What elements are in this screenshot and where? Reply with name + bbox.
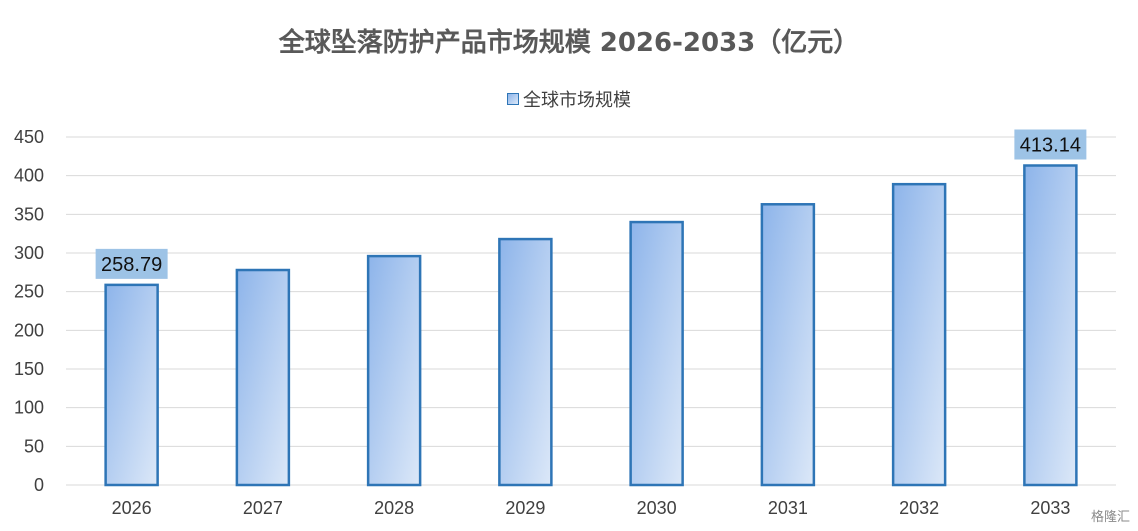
bar [629, 220, 684, 487]
bar [760, 203, 816, 487]
y-tick-label: 400 [14, 166, 44, 186]
x-tick-label: 2029 [505, 498, 545, 518]
data-labels: 258.79 413.14 [95, 129, 1087, 279]
data-label-box [95, 248, 168, 279]
chart-title: 全球坠落防护产品市场规模 2026-2033（亿元） [278, 28, 860, 58]
y-axis-ticks: 0 50 100 150 200 250 300 350 400 450 [14, 127, 44, 495]
y-tick-label: 350 [14, 204, 44, 224]
y-tick-label: 100 [14, 398, 44, 418]
legend-swatch [507, 93, 519, 105]
x-tick-label: 2028 [374, 498, 414, 518]
y-tick-label: 300 [14, 243, 44, 263]
gridlines [66, 136, 1116, 486]
bar [104, 283, 159, 487]
legend: 全球市场规模 [0, 86, 1138, 112]
x-tick-label: 2030 [637, 498, 677, 518]
x-tick-label: 2031 [768, 498, 808, 518]
watermark-logo: 格隆汇 [1090, 510, 1130, 525]
data-label: 258.79 [101, 254, 162, 276]
legend-label: 全球市场规模 [523, 90, 631, 111]
y-tick-label: 150 [14, 359, 44, 379]
data-label: 413.14 [1020, 135, 1081, 157]
x-axis-ticks: 2026 2027 2028 2029 2030 2031 2032 2033 [112, 498, 1071, 518]
y-tick-label: 200 [14, 320, 44, 340]
y-tick-label: 50 [24, 436, 44, 456]
bar [235, 268, 291, 487]
bars [104, 164, 1078, 487]
x-tick-label: 2027 [243, 498, 283, 518]
y-tick-label: 250 [14, 282, 44, 302]
x-tick-label: 2026 [112, 498, 152, 518]
bar [498, 237, 553, 487]
y-tick-label: 0 [34, 475, 44, 495]
y-tick-label: 450 [14, 127, 44, 147]
x-tick-label: 2033 [1030, 498, 1070, 518]
data-label-box [1014, 129, 1087, 160]
bar [891, 182, 947, 487]
x-tick-label: 2032 [899, 498, 939, 518]
bar [1023, 164, 1078, 487]
bar [366, 254, 422, 487]
